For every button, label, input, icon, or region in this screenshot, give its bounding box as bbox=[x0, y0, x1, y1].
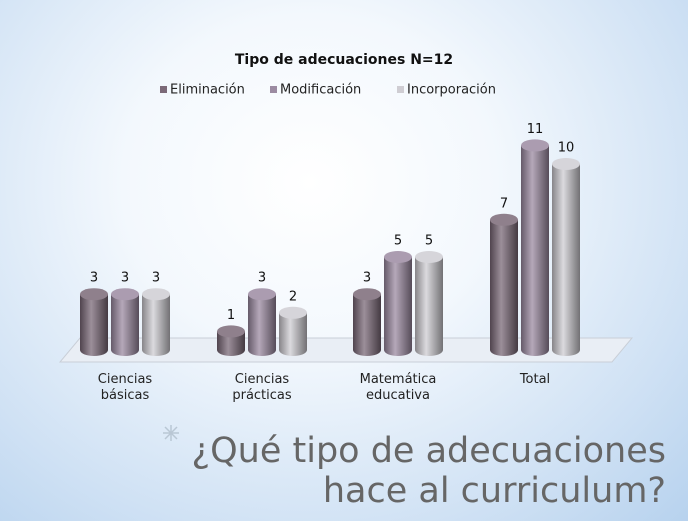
bar-top bbox=[279, 306, 307, 319]
bullet bbox=[163, 425, 179, 441]
bar-body bbox=[248, 294, 276, 350]
data-label: 11 bbox=[527, 122, 544, 137]
legend-label: Modificación bbox=[280, 83, 361, 98]
bar bbox=[521, 139, 549, 356]
bar bbox=[490, 213, 518, 356]
bar-body bbox=[353, 294, 381, 350]
bar-body bbox=[384, 257, 412, 350]
bar-top bbox=[248, 288, 276, 301]
bar-body bbox=[490, 219, 518, 350]
bar-body bbox=[552, 164, 580, 350]
data-label: 10 bbox=[558, 141, 575, 156]
data-label: 5 bbox=[425, 234, 433, 249]
bar bbox=[111, 288, 139, 356]
data-label: 3 bbox=[258, 271, 266, 286]
bar-top bbox=[415, 251, 443, 263]
x-tick-label: Ciencias prácticas bbox=[232, 372, 292, 403]
x-tick-label: Ciencias básicas bbox=[97, 372, 153, 403]
data-label: 2 bbox=[289, 289, 297, 304]
bar bbox=[80, 288, 108, 356]
bar-top bbox=[111, 288, 139, 301]
bar bbox=[353, 288, 381, 356]
chart-title: Tipo de adecuaciones N=12 bbox=[235, 52, 453, 68]
bar bbox=[142, 288, 170, 356]
bar-top bbox=[490, 213, 518, 226]
bar-top bbox=[217, 325, 245, 338]
legend-label: Eliminación bbox=[170, 83, 245, 98]
bar-body bbox=[521, 145, 549, 350]
legend-swatch bbox=[160, 86, 167, 93]
legend-label: Incorporación bbox=[407, 83, 496, 98]
bar-top bbox=[142, 288, 170, 301]
bar bbox=[384, 251, 412, 356]
x-tick-label: Total bbox=[519, 372, 551, 387]
data-label: 3 bbox=[363, 271, 371, 286]
heading-line: ¿Qué tipo de adecuaciones bbox=[192, 431, 666, 471]
bar-top bbox=[552, 158, 580, 170]
data-label: 5 bbox=[394, 234, 402, 249]
data-label: 3 bbox=[90, 271, 98, 286]
data-label: 3 bbox=[121, 271, 129, 286]
bar-top bbox=[521, 139, 549, 152]
bar-top bbox=[80, 288, 108, 301]
bar bbox=[415, 251, 443, 356]
bar-body bbox=[142, 294, 170, 350]
data-label: 1 bbox=[227, 308, 235, 323]
bar bbox=[217, 325, 245, 356]
heading-line: hace al curriculum? bbox=[323, 471, 666, 511]
x-tick-label: Matemática educativa bbox=[359, 372, 437, 403]
bar-top bbox=[384, 251, 412, 263]
legend-swatch bbox=[397, 86, 404, 93]
bar-body bbox=[80, 294, 108, 350]
bar-body bbox=[111, 294, 139, 350]
bar bbox=[552, 158, 580, 356]
bar-top bbox=[353, 288, 381, 301]
legend-swatch bbox=[270, 86, 277, 93]
bar-body bbox=[279, 312, 307, 350]
bar-body bbox=[415, 257, 443, 350]
bar bbox=[279, 306, 307, 356]
data-label: 3 bbox=[152, 271, 160, 286]
floor bbox=[58, 337, 634, 363]
bar bbox=[248, 288, 276, 356]
data-label: 7 bbox=[500, 196, 508, 211]
